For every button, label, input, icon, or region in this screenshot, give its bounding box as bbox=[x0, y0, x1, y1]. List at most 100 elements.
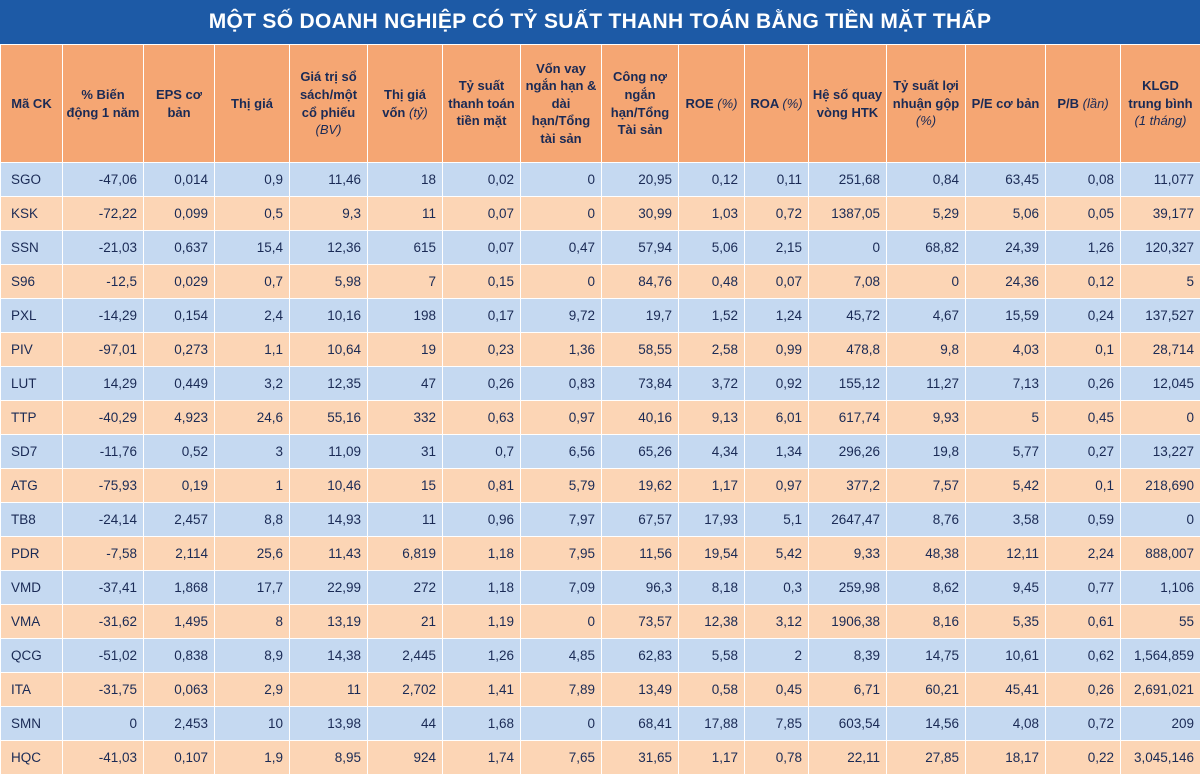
value-cell: 25,6 bbox=[215, 537, 290, 571]
value-cell: -24,14 bbox=[63, 503, 144, 537]
value-cell: 12,35 bbox=[290, 367, 368, 401]
column-header: EPS cơ bản bbox=[144, 45, 215, 163]
value-cell: 0,47 bbox=[521, 231, 602, 265]
value-cell: 31,65 bbox=[602, 741, 679, 775]
value-cell: 0,5 bbox=[215, 197, 290, 231]
value-cell: -40,29 bbox=[63, 401, 144, 435]
value-cell: 209 bbox=[1121, 707, 1200, 741]
value-cell: 0,96 bbox=[443, 503, 521, 537]
header-note: (1 tháng) bbox=[1134, 113, 1186, 128]
value-cell: 296,26 bbox=[809, 435, 887, 469]
value-cell: 0 bbox=[887, 265, 966, 299]
value-cell: 20,95 bbox=[602, 163, 679, 197]
column-header: Vốn vay ngắn hạn & dài hạn/Tổng tài sản bbox=[521, 45, 602, 163]
value-cell: 888,007 bbox=[1121, 537, 1200, 571]
value-cell: 8,62 bbox=[887, 571, 966, 605]
value-cell: 1,9 bbox=[215, 741, 290, 775]
value-cell: -14,29 bbox=[63, 299, 144, 333]
value-cell: 9,8 bbox=[887, 333, 966, 367]
value-cell: 1,18 bbox=[443, 537, 521, 571]
value-cell: 0,08 bbox=[1046, 163, 1121, 197]
value-cell: -97,01 bbox=[63, 333, 144, 367]
value-cell: 3,58 bbox=[966, 503, 1046, 537]
value-cell: 0 bbox=[809, 231, 887, 265]
value-cell: 7,85 bbox=[745, 707, 809, 741]
value-cell: 45,72 bbox=[809, 299, 887, 333]
ticker-cell: SGO bbox=[1, 163, 63, 197]
value-cell: 4,34 bbox=[679, 435, 745, 469]
value-cell: 478,8 bbox=[809, 333, 887, 367]
value-cell: 14,56 bbox=[887, 707, 966, 741]
ticker-cell: KSK bbox=[1, 197, 63, 231]
value-cell: 8,9 bbox=[215, 639, 290, 673]
ticker-cell: PDR bbox=[1, 537, 63, 571]
value-cell: 0,72 bbox=[745, 197, 809, 231]
ticker-cell: VMA bbox=[1, 605, 63, 639]
header-text: KLGD trung bình bbox=[1128, 78, 1192, 111]
value-cell: 0 bbox=[63, 707, 144, 741]
value-cell: 13,98 bbox=[290, 707, 368, 741]
value-cell: 4,03 bbox=[966, 333, 1046, 367]
ticker-cell: PXL bbox=[1, 299, 63, 333]
value-cell: -11,76 bbox=[63, 435, 144, 469]
value-cell: 13,49 bbox=[602, 673, 679, 707]
value-cell: 9,13 bbox=[679, 401, 745, 435]
value-cell: 7,89 bbox=[521, 673, 602, 707]
value-cell: 84,76 bbox=[602, 265, 679, 299]
value-cell: 2,15 bbox=[745, 231, 809, 265]
value-cell: 65,26 bbox=[602, 435, 679, 469]
column-header: Mã CK bbox=[1, 45, 63, 163]
value-cell: 0,7 bbox=[215, 265, 290, 299]
value-cell: 17,88 bbox=[679, 707, 745, 741]
value-cell: 11,27 bbox=[887, 367, 966, 401]
value-cell: 0 bbox=[1121, 401, 1200, 435]
value-cell: 5,79 bbox=[521, 469, 602, 503]
value-cell: 218,690 bbox=[1121, 469, 1200, 503]
value-cell: 19,62 bbox=[602, 469, 679, 503]
value-cell: 1,18 bbox=[443, 571, 521, 605]
value-cell: 19 bbox=[368, 333, 443, 367]
ticker-cell: SD7 bbox=[1, 435, 63, 469]
value-cell: 0,77 bbox=[1046, 571, 1121, 605]
value-cell: 0,58 bbox=[679, 673, 745, 707]
value-cell: 62,83 bbox=[602, 639, 679, 673]
value-cell: 4,923 bbox=[144, 401, 215, 435]
value-cell: 10,61 bbox=[966, 639, 1046, 673]
ticker-cell: VMD bbox=[1, 571, 63, 605]
value-cell: 10,46 bbox=[290, 469, 368, 503]
value-cell: 137,527 bbox=[1121, 299, 1200, 333]
value-cell: 198 bbox=[368, 299, 443, 333]
value-cell: 120,327 bbox=[1121, 231, 1200, 265]
header-note: (%) bbox=[717, 96, 737, 111]
value-cell: 47 bbox=[368, 367, 443, 401]
value-cell: 9,45 bbox=[966, 571, 1046, 605]
value-cell: 1,868 bbox=[144, 571, 215, 605]
value-cell: 0,83 bbox=[521, 367, 602, 401]
value-cell: 0,48 bbox=[679, 265, 745, 299]
value-cell: 1 bbox=[215, 469, 290, 503]
value-cell: 0,3 bbox=[745, 571, 809, 605]
value-cell: 5,06 bbox=[966, 197, 1046, 231]
column-header: % Biến động 1 năm bbox=[63, 45, 144, 163]
value-cell: 12,38 bbox=[679, 605, 745, 639]
value-cell: 603,54 bbox=[809, 707, 887, 741]
value-cell: 14,29 bbox=[63, 367, 144, 401]
value-cell: 7,95 bbox=[521, 537, 602, 571]
value-cell: 924 bbox=[368, 741, 443, 775]
column-header: Thị giá bbox=[215, 45, 290, 163]
value-cell: 58,55 bbox=[602, 333, 679, 367]
value-cell: 1387,05 bbox=[809, 197, 887, 231]
column-header: Tỷ suất thanh toán tiền mặt bbox=[443, 45, 521, 163]
value-cell: 1,17 bbox=[679, 741, 745, 775]
value-cell: 1,03 bbox=[679, 197, 745, 231]
value-cell: -37,41 bbox=[63, 571, 144, 605]
value-cell: 9,3 bbox=[290, 197, 368, 231]
ticker-cell: HQC bbox=[1, 741, 63, 775]
value-cell: 7,09 bbox=[521, 571, 602, 605]
value-cell: 6,819 bbox=[368, 537, 443, 571]
